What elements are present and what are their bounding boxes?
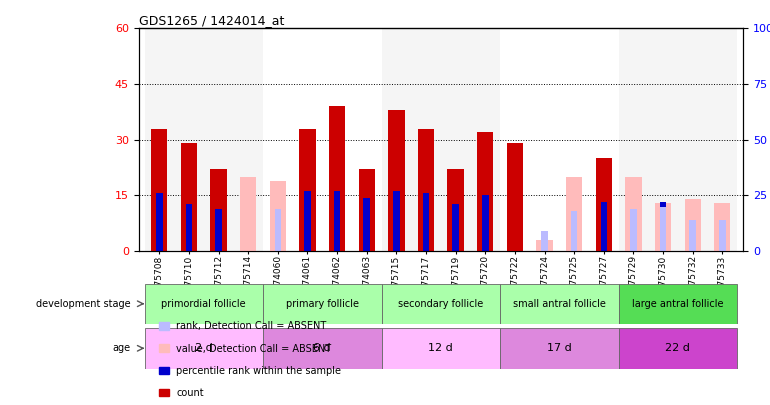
Bar	[685, 199, 701, 251]
Bar	[216, 209, 222, 251]
Bar	[618, 328, 737, 369]
Bar	[382, 28, 500, 251]
Text: 17 d: 17 d	[547, 343, 571, 353]
Legend: rank, Detection Call = ABSENT: rank, Detection Call = ABSENT	[159, 321, 326, 331]
Bar	[500, 328, 618, 369]
Text: secondary follicle: secondary follicle	[398, 299, 484, 309]
Bar	[210, 169, 226, 251]
Text: GDS1265 / 1424014_at: GDS1265 / 1424014_at	[139, 14, 284, 27]
Text: age: age	[112, 343, 131, 353]
Bar	[393, 191, 400, 251]
Bar	[329, 107, 345, 251]
Bar	[181, 143, 197, 251]
Bar	[500, 284, 618, 324]
Bar	[482, 196, 488, 251]
Legend: count: count	[159, 388, 204, 398]
Bar	[596, 158, 612, 251]
Bar	[566, 177, 582, 251]
Text: development stage: development stage	[36, 299, 131, 309]
Text: large antral follicle: large antral follicle	[632, 299, 724, 309]
Bar	[630, 209, 637, 251]
Legend: value, Detection Call = ABSENT: value, Detection Call = ABSENT	[159, 343, 332, 354]
Bar	[263, 284, 382, 324]
Bar	[151, 129, 168, 251]
Bar	[714, 203, 731, 251]
Bar	[655, 203, 671, 251]
Bar	[571, 211, 578, 251]
Text: 2 d: 2 d	[195, 343, 213, 353]
Bar	[500, 28, 618, 251]
Bar	[304, 191, 311, 251]
Bar	[447, 169, 464, 251]
Bar	[145, 328, 263, 369]
Bar	[382, 284, 500, 324]
Bar	[186, 204, 192, 251]
Text: 22 d: 22 d	[665, 343, 690, 353]
Bar	[156, 193, 162, 251]
Bar	[263, 328, 382, 369]
Bar	[423, 193, 429, 251]
Bar	[275, 209, 281, 251]
Bar	[618, 28, 737, 251]
Bar	[388, 110, 404, 251]
Text: 6 d: 6 d	[313, 343, 331, 353]
Bar	[145, 284, 263, 324]
Bar	[719, 220, 725, 251]
Bar	[240, 177, 256, 251]
Bar	[359, 169, 375, 251]
Bar	[601, 202, 607, 251]
Bar	[660, 202, 666, 251]
Bar	[382, 328, 500, 369]
Bar	[689, 220, 696, 251]
Bar	[334, 191, 340, 251]
Bar	[618, 284, 737, 324]
Bar	[625, 177, 641, 251]
Text: 12 d: 12 d	[428, 343, 454, 353]
Bar	[363, 198, 370, 251]
Legend: percentile rank within the sample: percentile rank within the sample	[159, 366, 341, 376]
Text: primordial follicle: primordial follicle	[162, 299, 246, 309]
Bar	[537, 240, 553, 251]
Bar	[300, 129, 316, 251]
Text: small antral follicle: small antral follicle	[513, 299, 606, 309]
Bar	[507, 143, 523, 251]
Bar	[477, 132, 494, 251]
Bar	[418, 129, 434, 251]
Bar	[145, 28, 263, 251]
Bar	[263, 28, 382, 251]
Text: primary follicle: primary follicle	[286, 299, 359, 309]
Bar	[541, 231, 547, 251]
Bar	[270, 181, 286, 251]
Bar	[660, 207, 666, 251]
Bar	[453, 204, 459, 251]
